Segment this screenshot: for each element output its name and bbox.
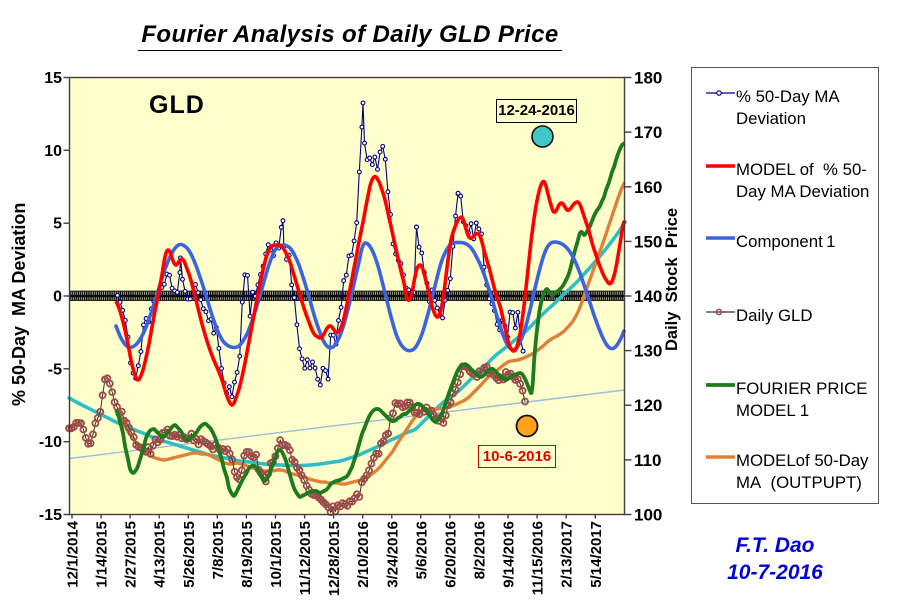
svg-text:12/1/2014: 12/1/2014 [65, 520, 82, 587]
svg-text:170: 170 [634, 123, 662, 142]
svg-text:5/14/2017: 5/14/2017 [588, 521, 605, 588]
svg-text:5/6/2016: 5/6/2016 [413, 521, 430, 579]
svg-text:6/20/2016: 6/20/2016 [442, 521, 459, 588]
svg-text:0: 0 [53, 289, 62, 306]
svg-text:140: 140 [634, 287, 662, 306]
svg-text:10: 10 [44, 143, 62, 160]
svg-text:130: 130 [634, 342, 662, 361]
svg-text:10/1/2015: 10/1/2015 [268, 521, 285, 588]
svg-text:2/13/2017: 2/13/2017 [559, 521, 576, 588]
svg-text:100: 100 [634, 506, 662, 525]
svg-text:9/14/2016: 9/14/2016 [501, 521, 518, 588]
svg-text:15: 15 [44, 70, 62, 87]
svg-text:5/26/2015: 5/26/2015 [181, 521, 198, 588]
svg-text:180: 180 [634, 69, 662, 88]
svg-text:8/19/2015: 8/19/2015 [239, 521, 256, 588]
svg-text:2/27/2015: 2/27/2015 [123, 521, 140, 588]
svg-text:-15: -15 [39, 507, 62, 524]
svg-text:1/14/2015: 1/14/2015 [94, 521, 111, 588]
svg-text:110: 110 [634, 451, 661, 470]
svg-text:8/2/2016: 8/2/2016 [472, 521, 489, 579]
svg-text:2/10/2016: 2/10/2016 [355, 521, 372, 588]
svg-text:11/15/2016: 11/15/2016 [530, 521, 547, 595]
svg-text:3/24/2016: 3/24/2016 [384, 521, 401, 588]
svg-text:5: 5 [53, 216, 62, 233]
svg-text:150: 150 [634, 232, 662, 251]
svg-text:7/8/2015: 7/8/2015 [210, 521, 227, 579]
svg-text:12/28/2015: 12/28/2015 [326, 521, 343, 596]
svg-text:4/13/2015: 4/13/2015 [152, 521, 169, 588]
svg-text:-5: -5 [48, 361, 62, 378]
svg-text:11/12/2015: 11/12/2015 [297, 521, 314, 595]
svg-text:-10: -10 [39, 434, 62, 451]
svg-text:120: 120 [634, 396, 662, 415]
svg-text:160: 160 [634, 178, 662, 197]
